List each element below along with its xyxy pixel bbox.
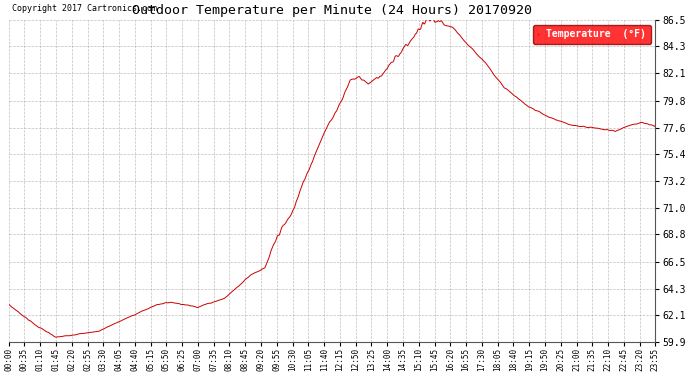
Title: Outdoor Temperature per Minute (24 Hours) 20170920: Outdoor Temperature per Minute (24 Hours… [132, 4, 532, 17]
Text: Copyright 2017 Cartronics.com: Copyright 2017 Cartronics.com [12, 4, 157, 13]
Legend: Temperature  (°F): Temperature (°F) [533, 25, 651, 44]
